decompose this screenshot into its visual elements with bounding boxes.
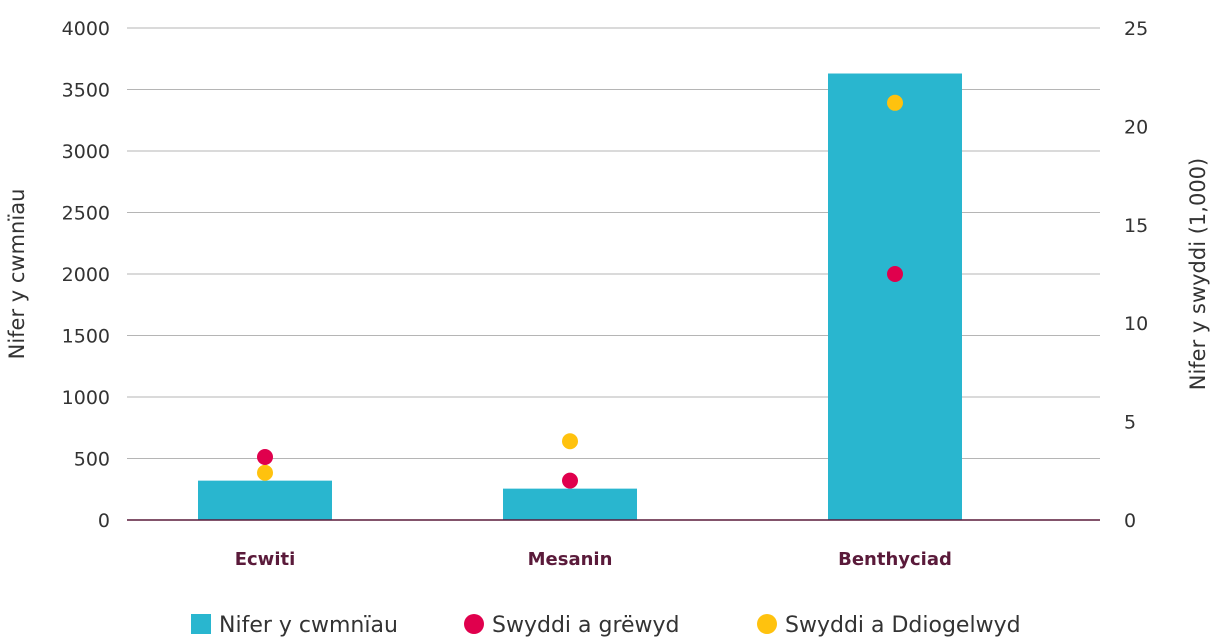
legend-label-jobs-safeguarded: Swyddi a Ddiogelwyd — [785, 613, 1021, 638]
left-axis-tick-label: 2000 — [62, 264, 110, 286]
right-axis-tick-label: 25 — [1124, 18, 1148, 40]
legend-marker-jobs-safeguarded — [757, 614, 777, 634]
point-jobs-created-benthyciad — [887, 266, 903, 282]
right-axis-title: Nifer y swyddi (1,000) — [1186, 158, 1210, 391]
category-label-ecwiti: Ecwiti — [235, 549, 296, 570]
left-axis-title: Nifer y cwmnïau — [5, 189, 29, 360]
right-axis-ticks: 0 5 10 15 20 25 — [1124, 18, 1148, 532]
point-jobs-created-mesanin — [562, 472, 578, 489]
legend-label-jobs-created: Swyddi a grëwyd — [492, 613, 680, 638]
gridlines — [127, 27, 1100, 459]
right-axis-tick-label: 20 — [1124, 116, 1148, 138]
left-axis-tick-label: 1000 — [62, 387, 110, 409]
right-axis-tick-label: 5 — [1124, 412, 1136, 434]
left-axis-tick-label: 3500 — [62, 80, 110, 102]
category-label-benthyciad: Benthyciad — [838, 549, 952, 570]
left-axis-tick-label: 0 — [98, 510, 110, 532]
category-labels: Ecwiti Mesanin Benthyciad — [235, 549, 952, 570]
right-axis-tick-label: 10 — [1124, 313, 1148, 335]
left-axis-tick-label: 1500 — [62, 326, 110, 348]
right-axis-tick-label: 15 — [1124, 215, 1148, 237]
legend: Nifer y cwmnïau Swyddi a grëwyd Swyddi a… — [191, 613, 1021, 638]
left-axis-tick-label: 2500 — [62, 203, 110, 225]
left-axis-ticks: 0 500 1000 1500 2000 2500 3000 3500 4000 — [62, 18, 110, 532]
bar-mesanin — [503, 488, 637, 520]
point-jobs-created-ecwiti — [257, 449, 273, 466]
legend-marker-jobs-created — [464, 614, 484, 634]
point-jobs-safeguarded-benthyciad — [887, 94, 903, 111]
bar-ecwiti — [198, 480, 332, 520]
bar-benthyciad — [828, 73, 962, 520]
point-jobs-safeguarded-ecwiti — [257, 464, 273, 481]
points — [257, 94, 903, 489]
legend-swatch-companies — [191, 614, 211, 634]
bars — [198, 73, 962, 520]
category-label-mesanin: Mesanin — [528, 549, 613, 570]
right-axis-tick-label: 0 — [1124, 510, 1136, 532]
legend-label-companies: Nifer y cwmnïau — [219, 613, 398, 638]
left-axis-tick-label: 500 — [74, 449, 110, 471]
point-jobs-safeguarded-mesanin — [562, 433, 578, 450]
left-axis-tick-label: 3000 — [62, 141, 110, 163]
left-axis-tick-label: 4000 — [62, 18, 110, 40]
